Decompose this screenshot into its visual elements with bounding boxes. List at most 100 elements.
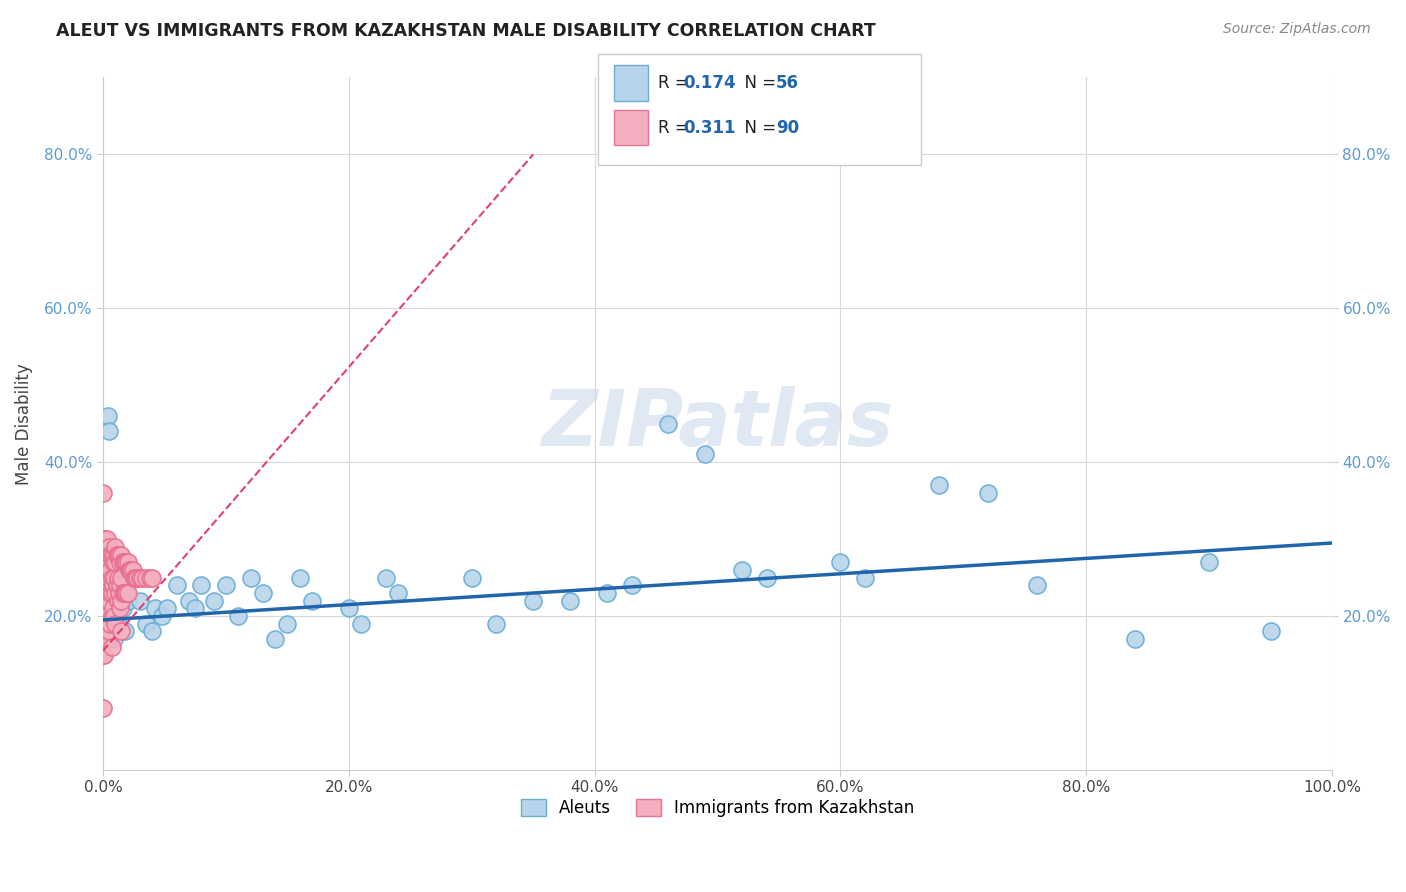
Point xyxy=(98,555,121,569)
Point xyxy=(114,586,136,600)
Point xyxy=(337,601,360,615)
Point xyxy=(97,409,120,423)
Point xyxy=(120,563,142,577)
Point xyxy=(104,578,127,592)
Point xyxy=(91,609,114,624)
Point xyxy=(100,593,122,607)
Point xyxy=(98,571,121,585)
Point xyxy=(94,632,117,647)
Point xyxy=(830,555,852,569)
Point xyxy=(110,593,132,607)
Point xyxy=(107,571,129,585)
Point xyxy=(100,571,122,585)
Point xyxy=(93,578,115,592)
Point xyxy=(110,578,132,592)
Point xyxy=(374,571,396,585)
Point xyxy=(96,532,118,546)
Point xyxy=(100,640,122,654)
Point xyxy=(110,555,132,569)
Point xyxy=(103,548,125,562)
Text: R =: R = xyxy=(658,74,695,92)
Point xyxy=(104,555,127,569)
Point xyxy=(143,601,166,615)
Point xyxy=(100,586,122,600)
Point xyxy=(657,417,679,431)
Point xyxy=(100,548,122,562)
Point xyxy=(100,548,122,562)
Point xyxy=(117,593,139,607)
Point xyxy=(94,548,117,562)
Text: ALEUT VS IMMIGRANTS FROM KAZAKHSTAN MALE DISABILITY CORRELATION CHART: ALEUT VS IMMIGRANTS FROM KAZAKHSTAN MALE… xyxy=(56,22,876,40)
Y-axis label: Male Disability: Male Disability xyxy=(15,363,32,484)
Point xyxy=(131,571,153,585)
Point xyxy=(1198,555,1220,569)
Point xyxy=(215,578,238,592)
Point xyxy=(138,571,160,585)
Point xyxy=(107,548,129,562)
Point xyxy=(135,571,157,585)
Point xyxy=(96,624,118,639)
Point xyxy=(108,548,131,562)
Legend: Aleuts, Immigrants from Kazakhstan: Aleuts, Immigrants from Kazakhstan xyxy=(515,792,921,824)
Point xyxy=(111,555,134,569)
Point xyxy=(122,571,145,585)
Point xyxy=(91,701,114,715)
Point xyxy=(177,593,200,607)
Point xyxy=(485,616,508,631)
Point xyxy=(522,593,544,607)
Point xyxy=(103,571,125,585)
Point xyxy=(103,632,125,647)
Point xyxy=(91,593,114,607)
Point xyxy=(96,555,118,569)
Point xyxy=(129,593,152,607)
Text: N =: N = xyxy=(734,74,782,92)
Point xyxy=(104,616,127,631)
Point xyxy=(1026,578,1049,592)
Point xyxy=(596,586,619,600)
Point xyxy=(93,624,115,639)
Point xyxy=(97,593,120,607)
Point xyxy=(731,563,754,577)
Point xyxy=(112,586,135,600)
Point xyxy=(115,586,138,600)
Point xyxy=(620,578,643,592)
Point xyxy=(104,540,127,554)
Point xyxy=(101,616,124,631)
Point xyxy=(1260,624,1282,639)
Point xyxy=(103,609,125,624)
Point xyxy=(114,624,136,639)
Point xyxy=(104,586,127,600)
Point xyxy=(150,609,173,624)
Point xyxy=(111,586,134,600)
Text: ZIPatlas: ZIPatlas xyxy=(541,385,894,462)
Point xyxy=(350,616,373,631)
Text: 0.174: 0.174 xyxy=(683,74,735,92)
Text: R =: R = xyxy=(658,119,695,136)
Point xyxy=(105,548,128,562)
Point xyxy=(93,532,115,546)
Text: N =: N = xyxy=(734,119,782,136)
Point xyxy=(276,616,298,631)
Point xyxy=(94,601,117,615)
Point xyxy=(107,616,129,631)
Point xyxy=(121,563,143,577)
Point xyxy=(94,571,117,585)
Point xyxy=(117,586,139,600)
Point xyxy=(110,601,132,615)
Point xyxy=(202,593,225,607)
Point xyxy=(141,624,163,639)
Point xyxy=(114,555,136,569)
Point xyxy=(97,563,120,577)
Text: 90: 90 xyxy=(776,119,799,136)
Point xyxy=(125,571,148,585)
Point xyxy=(122,571,145,585)
Point xyxy=(91,624,114,639)
Point xyxy=(1125,632,1147,647)
Point xyxy=(239,571,262,585)
Point xyxy=(98,425,121,439)
Point xyxy=(127,571,149,585)
Point xyxy=(94,601,117,615)
Point xyxy=(226,609,249,624)
Point xyxy=(695,448,717,462)
Point xyxy=(101,555,124,569)
